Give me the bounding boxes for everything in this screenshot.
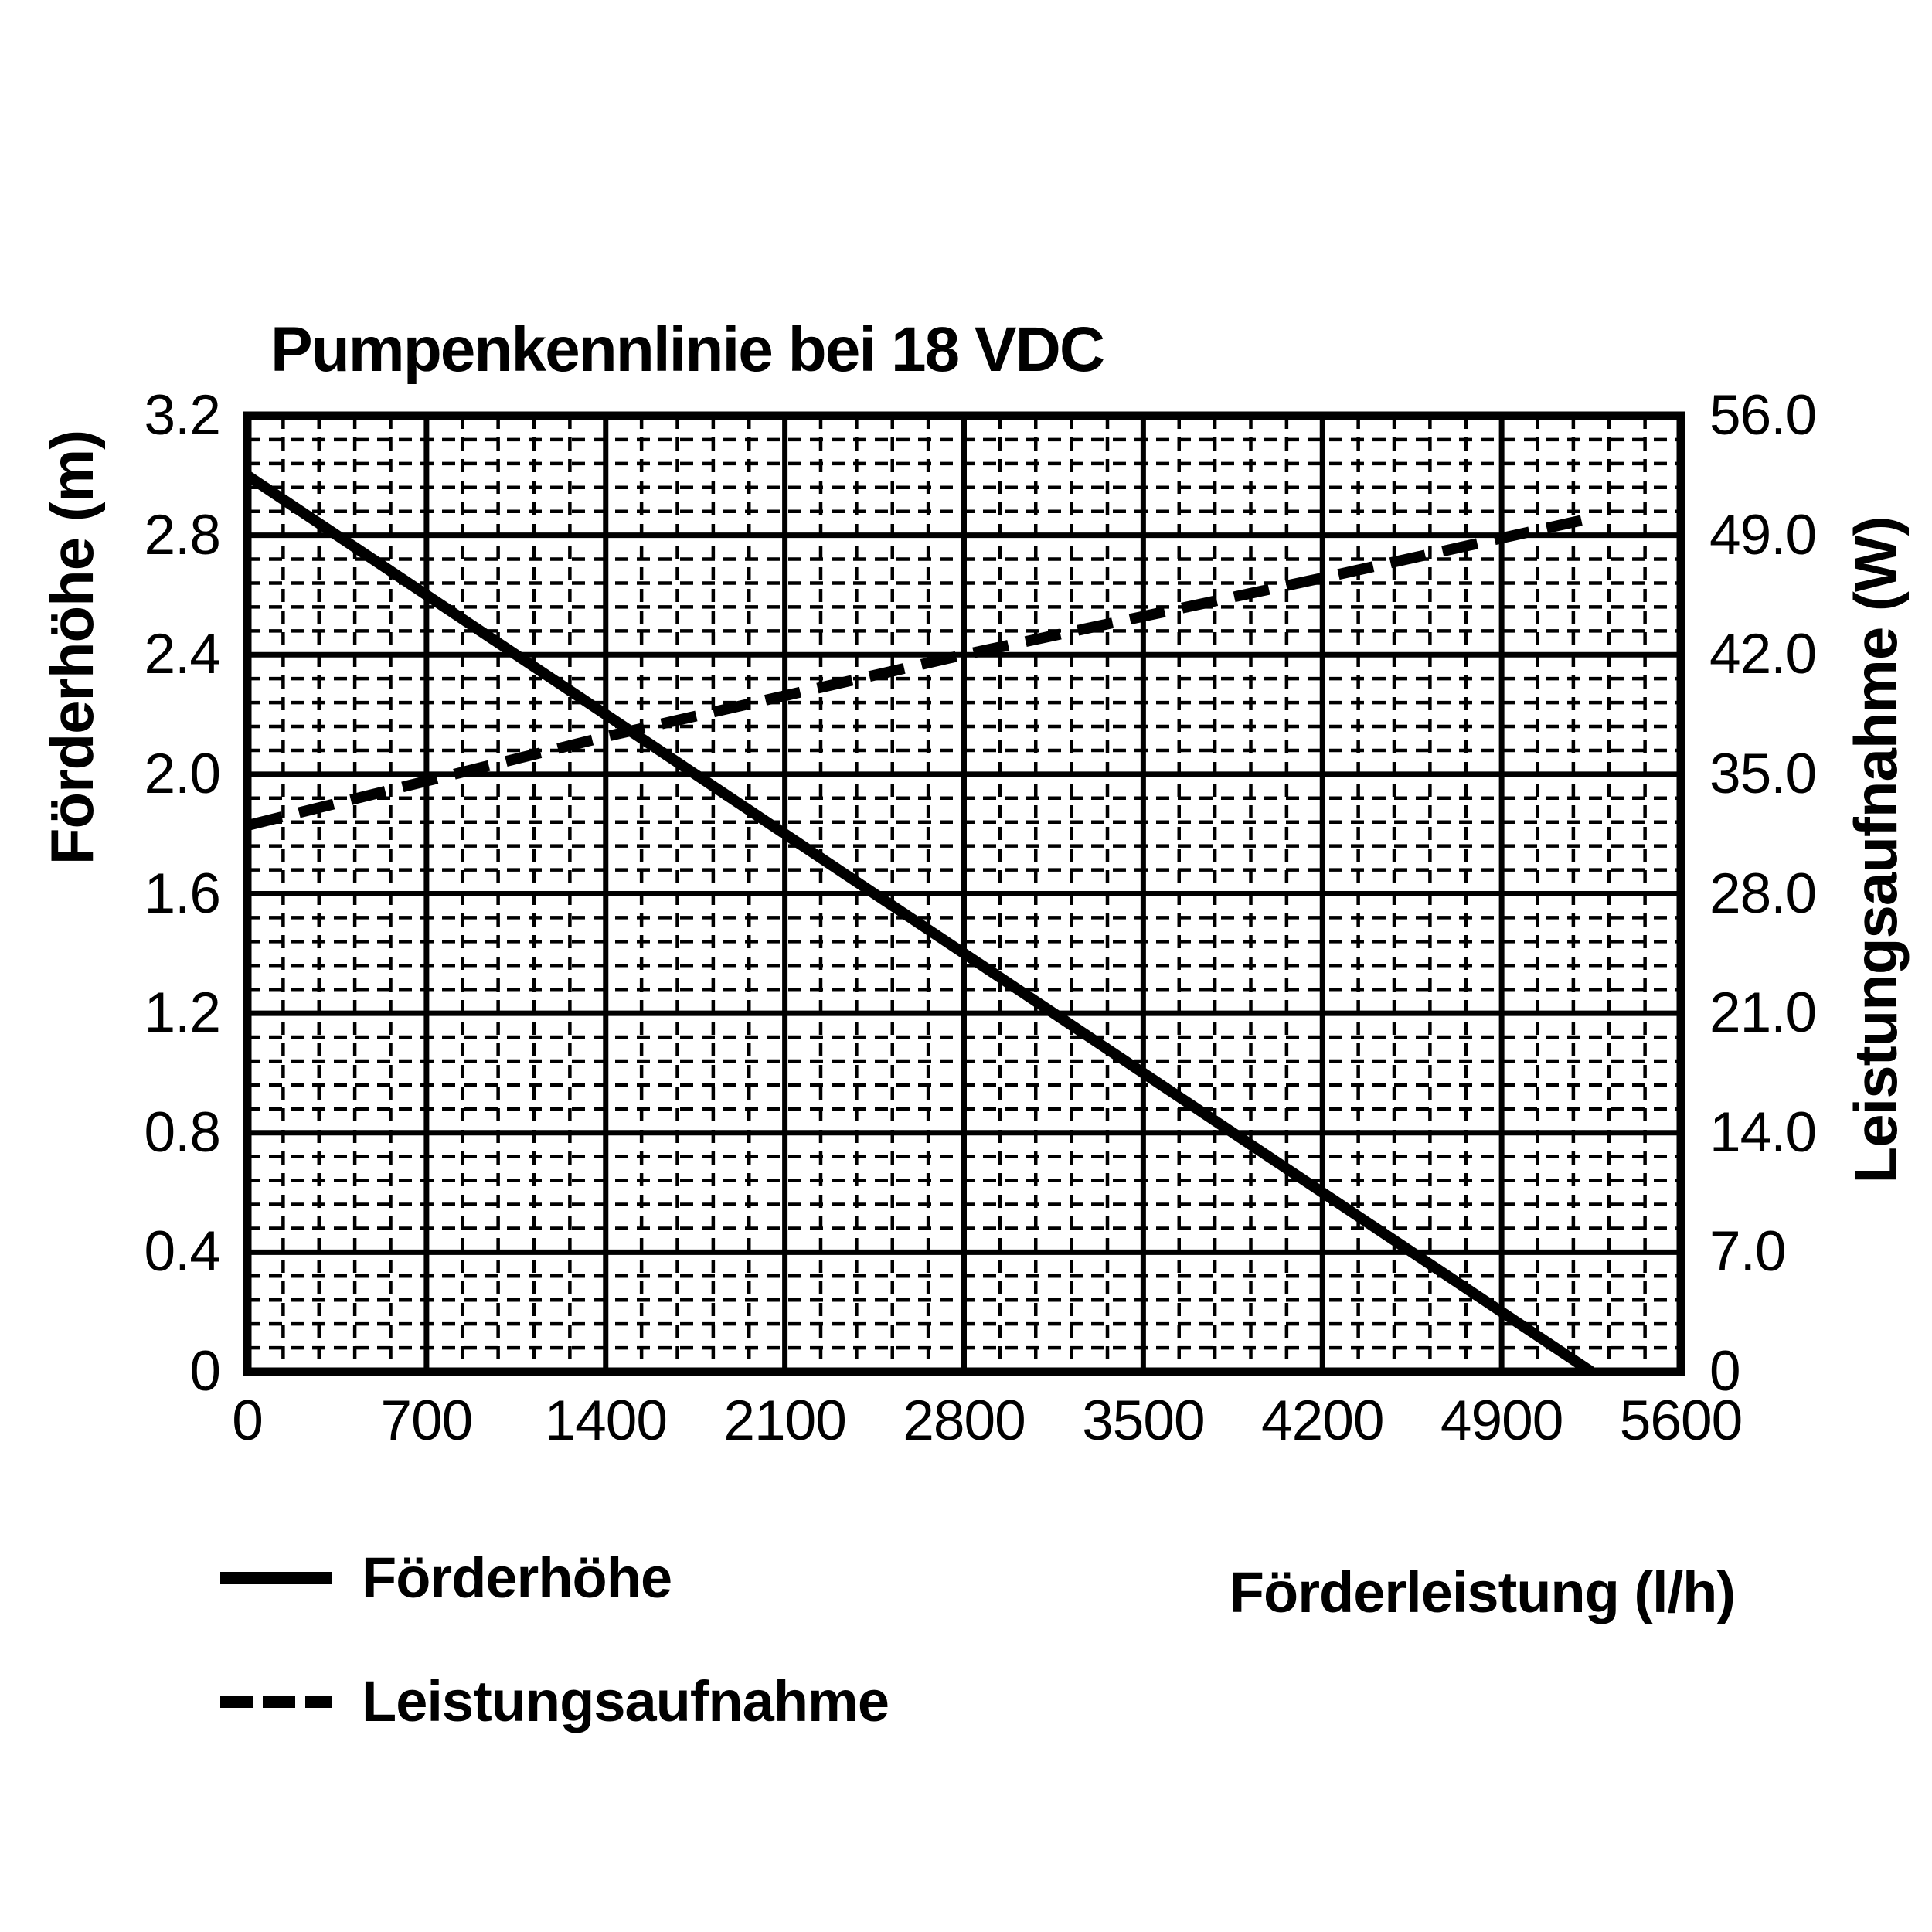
- y-right-axis-title: Leistungsaufnahme (W): [1842, 516, 1910, 1184]
- y-left-tick-label-0.8: 0.8: [144, 1100, 221, 1164]
- x-tick-label-700: 700: [380, 1389, 473, 1452]
- y-left-tick-label-2.0: 2.0: [144, 742, 221, 805]
- series-line-dashed: [246, 512, 1593, 831]
- y-left-tick-label-0.4: 0.4: [144, 1220, 221, 1284]
- legend-dashed-line-swatch: [220, 1696, 332, 1708]
- x-axis-title: Förderleistung (l/h): [1229, 1560, 1736, 1624]
- y-left-tick-label-1.2: 1.2: [144, 981, 221, 1045]
- x-tick-label-4900: 4900: [1440, 1389, 1563, 1452]
- x-tick-label-5600: 5600: [1619, 1389, 1743, 1452]
- y-right-tick-label-56.0: 56.0: [1709, 384, 1817, 447]
- y-right-tick-label-0: 0: [1709, 1340, 1741, 1403]
- y-right-tick-label-42.0: 42.0: [1709, 623, 1817, 686]
- x-tick-label-2800: 2800: [903, 1389, 1026, 1452]
- x-tick-label-3500: 3500: [1082, 1389, 1205, 1452]
- x-tick-label-1400: 1400: [544, 1389, 668, 1452]
- x-tick-label-0: 0: [232, 1389, 264, 1452]
- y-right-tick-label-49.0: 49.0: [1709, 503, 1817, 566]
- plot-border: [243, 411, 1685, 1376]
- series-line-solid: [244, 471, 1594, 1376]
- y-right-tick-label-35.0: 35.0: [1709, 742, 1817, 805]
- y-right-tick-label-7.0: 7.0: [1709, 1220, 1786, 1284]
- legend-solid-line-swatch: [220, 1572, 332, 1584]
- y-left-tick-label-0: 0: [189, 1340, 221, 1403]
- legend-label-leistungsaufnahme: Leistungsaufnahme: [362, 1669, 889, 1733]
- y-right-tick-label-21.0: 21.0: [1709, 981, 1817, 1045]
- chart-title: Pumpenkennlinie bei 18 VDC: [270, 315, 1105, 385]
- x-tick-label-2100: 2100: [723, 1389, 846, 1452]
- legend-label-foerderhoehe: Förderhöhe: [362, 1546, 672, 1610]
- x-tick-label-4200: 4200: [1261, 1389, 1384, 1452]
- y-right-tick-label-28.0: 28.0: [1709, 862, 1817, 925]
- y-left-tick-label-1.6: 1.6: [144, 862, 221, 925]
- y-left-tick-label-2.4: 2.4: [144, 623, 221, 686]
- y-left-axis-title: Förderhöhe (m): [38, 430, 106, 866]
- y-left-tick-label-2.8: 2.8: [144, 503, 221, 566]
- y-left-tick-label-3.2: 3.2: [144, 384, 221, 447]
- y-right-tick-label-14.0: 14.0: [1709, 1100, 1817, 1164]
